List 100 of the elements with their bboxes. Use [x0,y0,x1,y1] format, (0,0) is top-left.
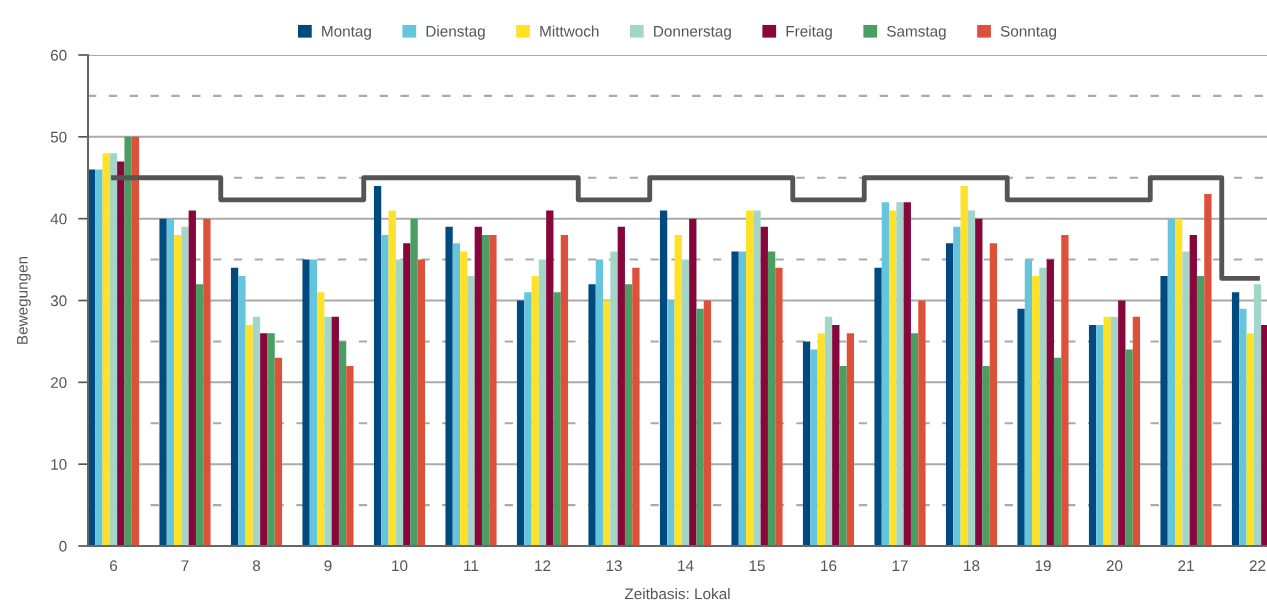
bar [760,226,768,546]
y-tick-label: 60 [50,49,67,61]
bar [953,226,961,546]
bar [1132,316,1141,546]
bar [775,267,783,546]
bar [460,251,468,546]
bar [1189,235,1197,546]
legend-label: Donnerstag [654,26,731,40]
x-tick-label: 20 [1106,560,1123,572]
bar [667,300,675,546]
bar [252,316,261,546]
bar [975,218,983,546]
bar [731,251,739,546]
bar [903,202,911,546]
bar [102,153,110,546]
bar [1110,316,1119,546]
bar [817,333,825,546]
bar [1088,325,1097,546]
bar [989,243,998,546]
bar [746,210,754,546]
bar [689,218,697,546]
bar [767,251,776,546]
bar [531,275,539,546]
x-tick-label: 16 [821,560,837,572]
bar [230,267,239,546]
bar [982,365,990,546]
bar [267,333,275,546]
bar [1046,259,1054,546]
x-tick-label: 9 [324,560,332,572]
bar [516,300,525,546]
bar [338,341,347,546]
bar [1231,292,1240,546]
bar [753,210,761,546]
bar [1182,251,1190,546]
bar [131,136,140,546]
bar [1024,259,1033,546]
bar [331,316,339,546]
bar [1096,325,1104,546]
bar [632,267,640,546]
bar [1103,316,1111,546]
bar [832,325,840,546]
bar [603,300,611,546]
bar [617,226,625,546]
bar [846,333,855,546]
bar [373,185,382,546]
bar [1175,218,1183,546]
bar [696,308,704,546]
bar [595,259,604,546]
bar [1261,325,1267,546]
bar [674,235,682,546]
bar [109,153,118,546]
x-tick-label: 7 [181,560,189,571]
bar [889,210,897,546]
bar [967,210,976,546]
bar [124,136,132,546]
bar [395,259,404,546]
x-tick-label: 18 [964,560,980,572]
y-tick-label: 50 [50,131,67,143]
bar [553,292,561,546]
x-tick-label: 11 [464,560,479,571]
bar [546,210,554,546]
bar [489,235,497,546]
bar [381,235,389,546]
x-tick-label: 10 [392,560,408,572]
bar [945,243,954,546]
bar [896,202,904,546]
x-tick-label: 14 [678,560,694,571]
bar [238,275,246,546]
x-tick-label: 19 [1035,560,1051,572]
bar [181,226,189,546]
y-tick-label: 40 [50,213,67,225]
bar [445,226,453,546]
y-tick-label: 20 [50,377,67,389]
bar [738,251,747,546]
x-axis-title: Zeitbasis: Lokal [624,588,730,600]
bar [1239,308,1247,546]
x-tick-label: 12 [535,560,551,571]
bar [1061,235,1069,546]
bar [302,259,310,546]
bar [195,284,204,546]
bar [810,349,818,546]
bar [203,218,211,546]
bar [1125,349,1133,546]
legend-label: Sonntag [1000,25,1057,40]
bar [1196,275,1205,546]
bar [309,259,318,546]
x-tick-label: 15 [749,560,765,572]
bar [1160,275,1168,546]
x-tick-label: 17 [892,560,908,571]
bar [95,169,103,546]
bar [410,218,418,546]
bar [824,316,833,546]
bar [1032,275,1040,546]
bar [918,300,926,546]
bar [1246,333,1254,546]
x-tick-label: 22 [1249,560,1266,571]
bar [188,210,196,546]
y-tick-label: 0 [59,540,67,552]
bar [802,341,811,546]
x-tick-label: 13 [606,560,622,572]
